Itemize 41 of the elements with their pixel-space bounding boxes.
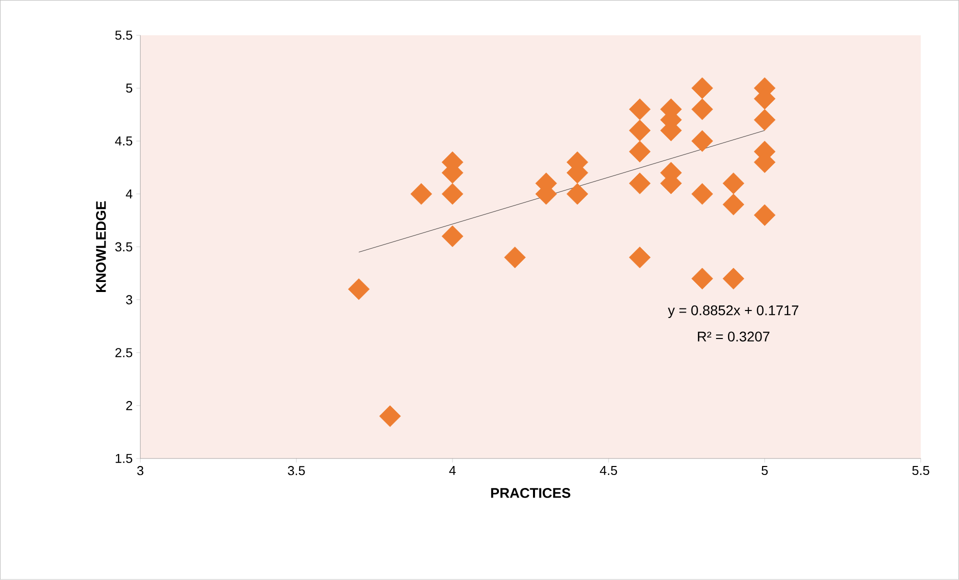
point [722, 172, 744, 194]
x-tick-label: 3 [137, 466, 144, 476]
x-tick-label: 4.5 [600, 466, 618, 476]
point [691, 130, 714, 152]
point [628, 120, 651, 142]
y-tick-label: 2 [126, 401, 132, 410]
point [691, 77, 714, 100]
point [691, 98, 714, 120]
y-tick-label: 3.5 [115, 242, 132, 252]
point [628, 140, 651, 163]
point [410, 183, 432, 205]
annotation: y = 0.8852x + 0.1717 [668, 306, 798, 318]
point [628, 246, 651, 268]
annotation: R² = 0.3207 [698, 332, 770, 342]
x-tick-label: 5 [762, 466, 768, 476]
point [504, 246, 526, 268]
y-tick-label: 2.5 [115, 348, 132, 358]
x-axis-title: PRACTICES [491, 488, 570, 498]
x-tick-label: 3.5 [288, 466, 305, 476]
y-axis-title: KNOWLEDGE [96, 201, 106, 292]
y-tick-label: 3 [126, 295, 132, 304]
point [348, 278, 370, 300]
y-tick-label: 4 [126, 190, 132, 199]
y-tick-label: 1.5 [116, 454, 132, 464]
point [722, 268, 744, 290]
point [754, 109, 776, 131]
x-tick-label: 5.5 [912, 466, 930, 476]
point [442, 183, 464, 205]
y-tick-label: 5.5 [115, 30, 132, 40]
point [566, 183, 588, 205]
y-tick-label: 4.5 [115, 136, 132, 146]
point [722, 194, 744, 216]
point [691, 183, 714, 205]
point [691, 268, 714, 290]
point [628, 172, 651, 194]
point [379, 405, 401, 428]
point [628, 98, 651, 120]
y-tick-label: 5 [126, 84, 132, 93]
x-tick-label: 4 [449, 466, 456, 476]
point [754, 204, 776, 226]
point [442, 226, 464, 248]
